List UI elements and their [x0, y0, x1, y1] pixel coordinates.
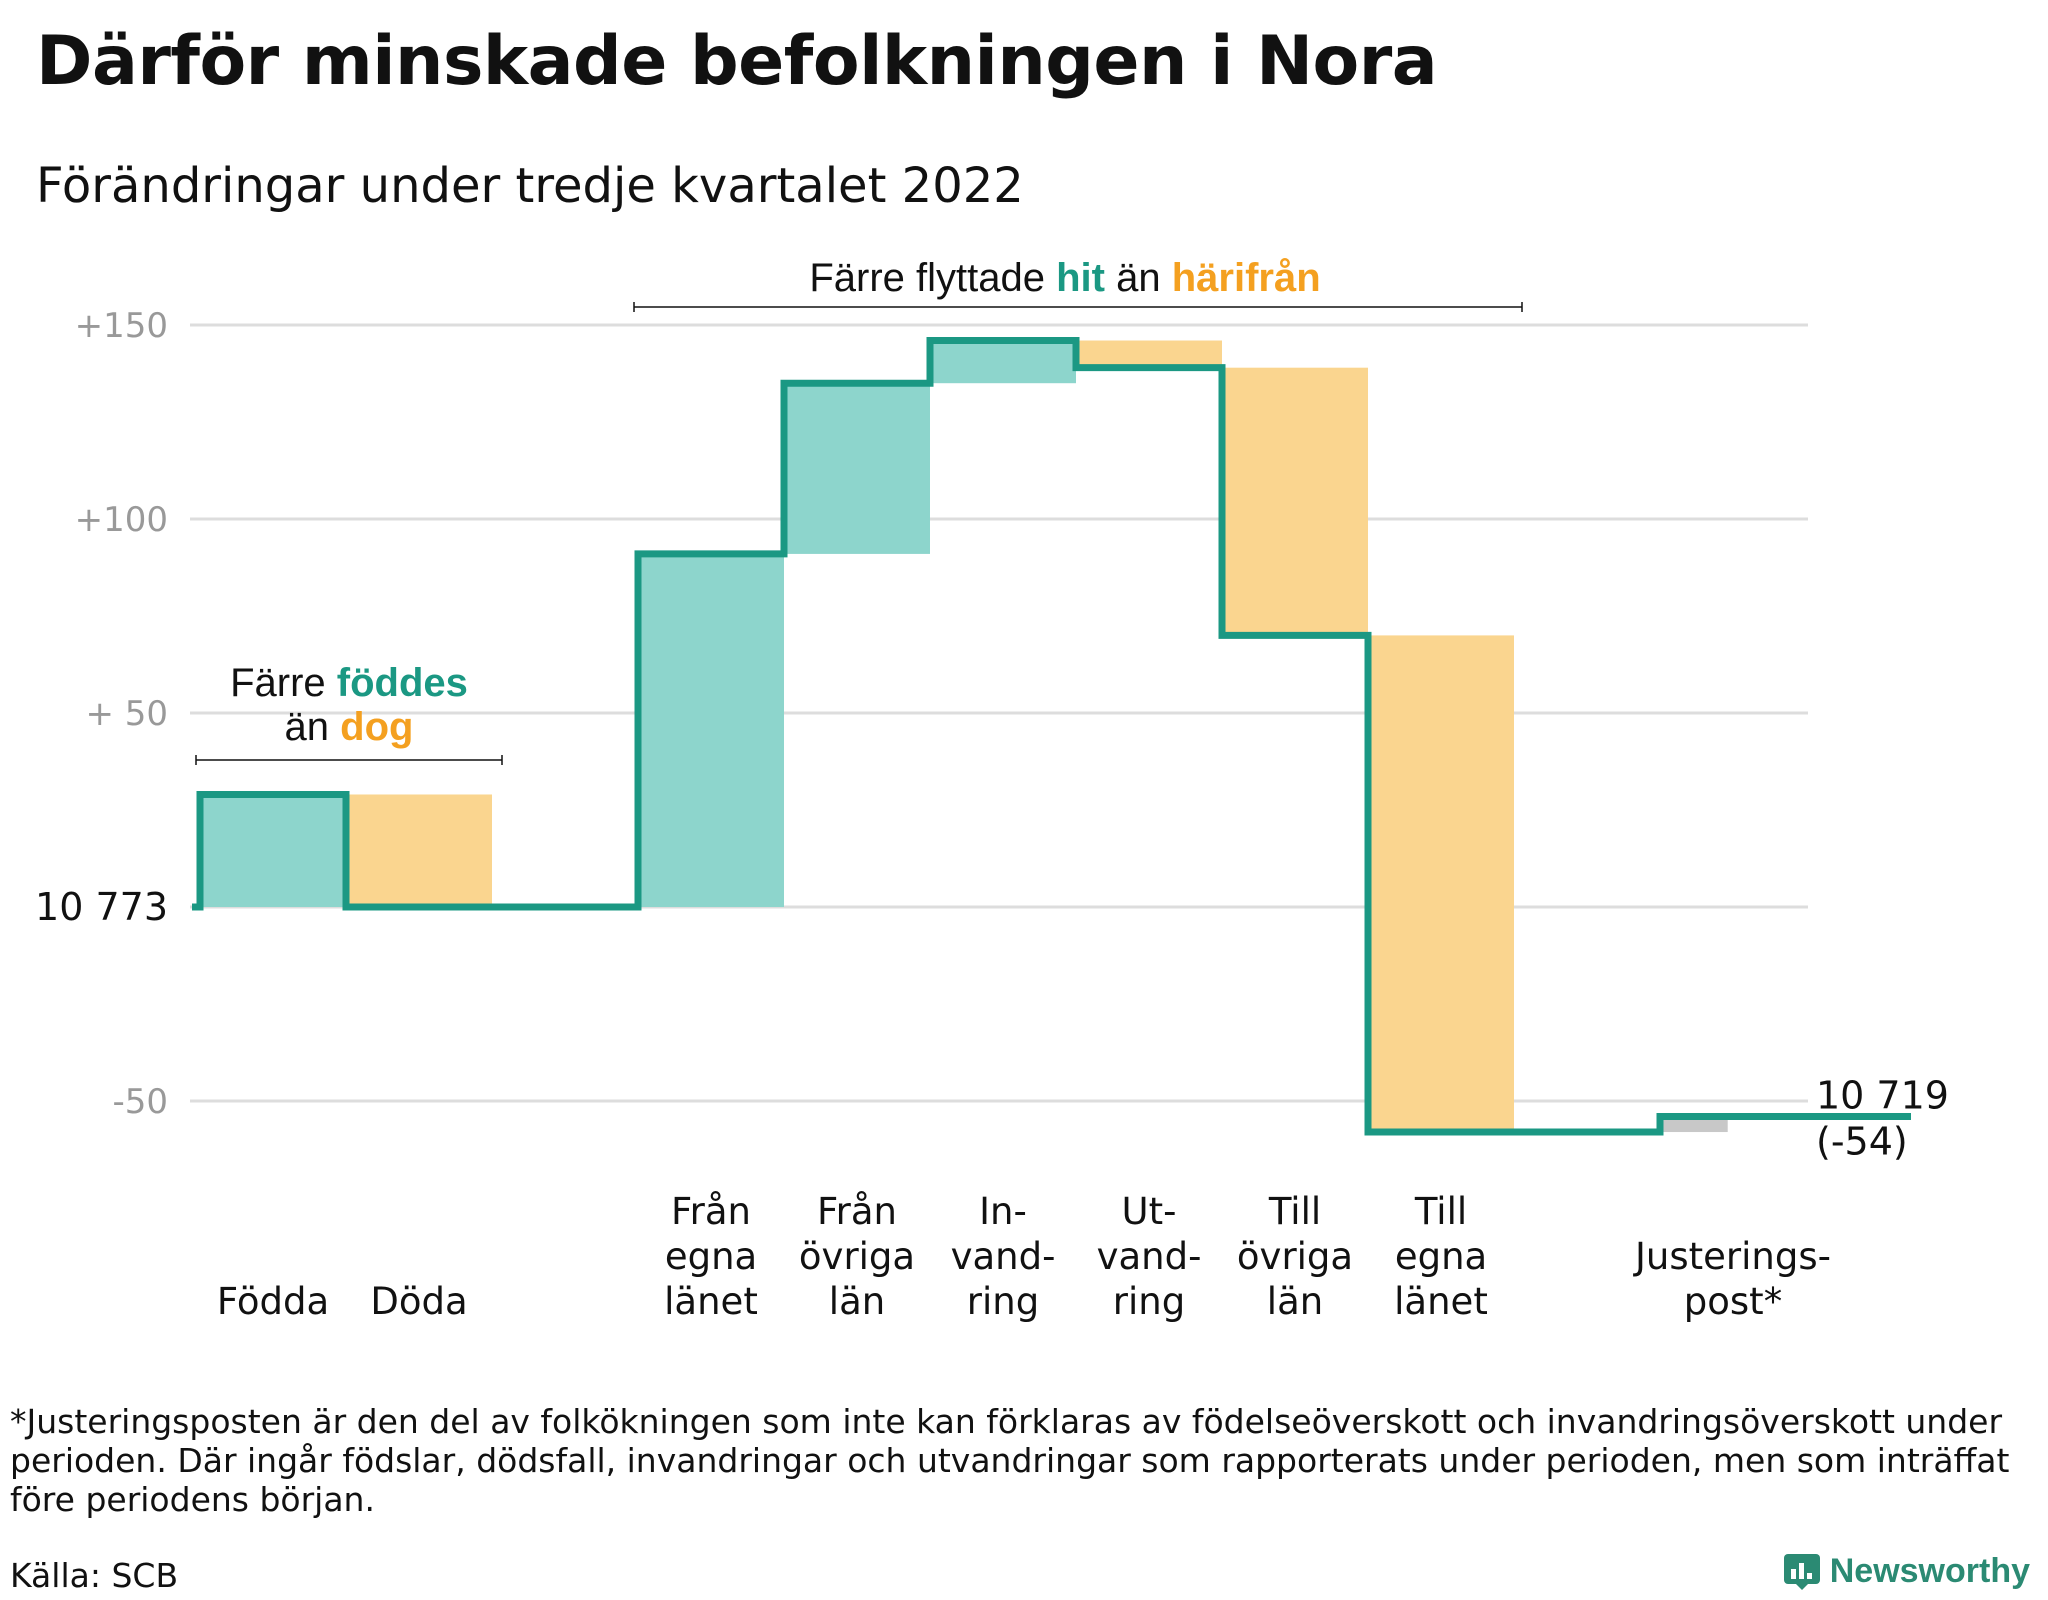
- change-value-label: (-54): [1816, 1120, 1908, 1164]
- annotation-span: Färre flyttade: [809, 256, 1056, 300]
- chart-subtitle: Förändringar under tredje kvartalet 2022: [36, 158, 1024, 214]
- bar-5: [1076, 340, 1222, 368]
- annotation-text: Färre flyttade hit än härifrån: [809, 256, 1320, 300]
- category-label: länet: [1394, 1280, 1488, 1323]
- y-tick-label: +100: [75, 500, 168, 540]
- step-line-path: [192, 337, 1911, 1136]
- annotation-text: Färre föddes: [230, 661, 468, 705]
- category-label: Födda: [217, 1280, 329, 1323]
- category-label: Till: [1414, 1190, 1467, 1233]
- annotation-span: dog: [340, 705, 413, 749]
- category-label: Från: [671, 1190, 751, 1233]
- annotation-span: än: [1105, 256, 1172, 300]
- category-label: egna: [665, 1235, 757, 1278]
- newsworthy-logo: Newsworthy: [1783, 1552, 2030, 1591]
- newsworthy-logo-icon: [1783, 1553, 1820, 1590]
- category-label: Till: [1268, 1190, 1321, 1233]
- category-label: övriga: [1237, 1235, 1353, 1278]
- footnote: *Justeringsposten är den del av folkökni…: [10, 1402, 2010, 1519]
- end-value-label: 10 719: [1816, 1074, 1949, 1118]
- category-label: ring: [1113, 1280, 1185, 1323]
- annotation-span: härifrån: [1172, 256, 1321, 300]
- category-label: övriga: [799, 1235, 915, 1278]
- category-label: In-: [979, 1190, 1027, 1233]
- y-tick-label: + 50: [85, 694, 168, 734]
- category-label: post*: [1684, 1280, 1782, 1323]
- bar-7: [1368, 635, 1514, 1133]
- bar-8: [1662, 1116, 1728, 1133]
- brand-name: Newsworthy: [1829, 1552, 2030, 1590]
- source-label: Källa: SCB: [10, 1556, 179, 1595]
- start-value-label: 10 773: [35, 885, 168, 929]
- bar-3: [784, 383, 930, 554]
- bar-4: [930, 340, 1076, 384]
- bar-2: [638, 553, 784, 907]
- annotation-span: föddes: [337, 661, 468, 705]
- category-label: Ut-: [1122, 1190, 1177, 1233]
- chart-title: Därför minskade befolkningen i Nora: [36, 22, 1438, 101]
- category-label: Justerings-: [1633, 1235, 1831, 1278]
- category-label: vand-: [1097, 1235, 1202, 1278]
- bars: [200, 340, 1728, 1133]
- category-label: Döda: [370, 1280, 467, 1323]
- category-label: länet: [664, 1280, 758, 1323]
- category-label: Från: [817, 1190, 897, 1233]
- category-label: ring: [967, 1280, 1039, 1323]
- category-label: egna: [1395, 1235, 1487, 1278]
- annotation-text: än dog: [285, 705, 414, 749]
- bar-6: [1222, 367, 1368, 636]
- grid-lines: [190, 323, 1808, 1103]
- annotation-span: hit: [1056, 256, 1105, 300]
- annotation-span: än: [285, 705, 341, 749]
- category-label: län: [829, 1280, 885, 1323]
- category-label: län: [1267, 1280, 1323, 1323]
- category-label: vand-: [951, 1235, 1056, 1278]
- bar-1: [346, 794, 492, 907]
- y-tick-label: +150: [75, 306, 168, 346]
- bar-0: [200, 794, 346, 907]
- step-line: [192, 337, 1911, 1136]
- y-tick-label: -50: [112, 1082, 168, 1122]
- annotation-span: Färre: [230, 661, 337, 705]
